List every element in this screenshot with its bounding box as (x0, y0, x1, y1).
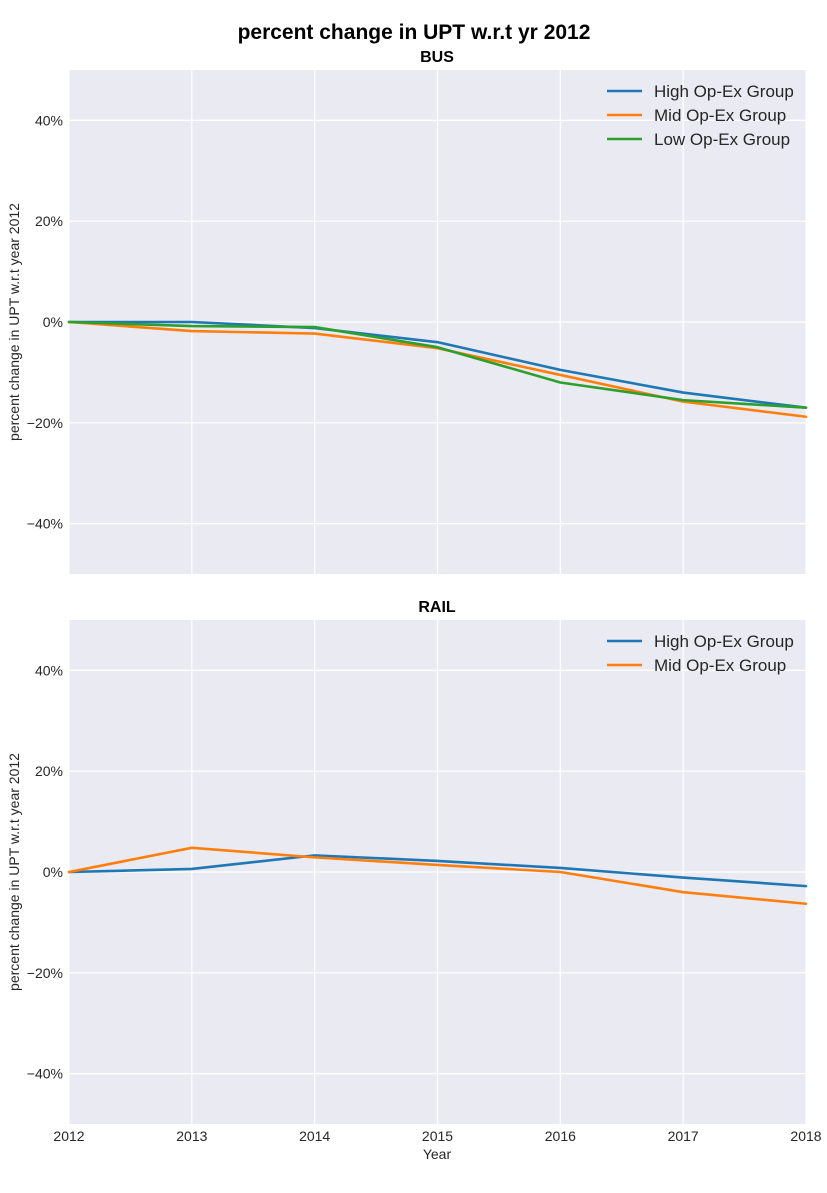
bus-y-tick-label: −40% (27, 516, 63, 532)
x-tick-label: 2014 (299, 1128, 330, 1144)
bus-y-tick-label: 20% (35, 213, 63, 229)
rail-y-tick-label: 0% (43, 864, 63, 880)
rail-lines (67, 846, 808, 906)
bus-y-tick-labels: 40% 20% 0% −20% −40% (27, 112, 63, 531)
rail-legend-label-1: Mid Op-Ex Group (654, 656, 786, 675)
rail-y-axis-label: percent change in UPT w.r.t year 2012 (6, 753, 22, 991)
rail-y-tick-label: −40% (27, 1066, 63, 1082)
rail-y-tick-labels: 40% 20% 0% −20% −40% (27, 662, 63, 1081)
rail-legend-label-0: High Op-Ex Group (654, 632, 794, 651)
rail-series-line-0 (67, 854, 808, 888)
rail-y-tick-label: −20% (27, 965, 63, 981)
bus-y-tick-label: 40% (35, 112, 63, 128)
rail-panel: 40%20%0%−20%−40% 2012 2013 2014 2015 2016 201… (6, 599, 822, 1162)
bus-series-line-0 (67, 320, 808, 409)
bus-legend-label-1: Mid Op-Ex Group (654, 106, 786, 125)
bus-series-line-2 (67, 320, 808, 409)
bus-y-tick-label: 0% (43, 314, 63, 330)
bus-lines (67, 320, 808, 419)
figure-title: percent change in UPT w.r.t yr 2012 (238, 21, 591, 44)
bus-legend: High Op-Ex Group Mid Op-Ex Group Low Op-Ex… (607, 82, 794, 149)
bus-panel: 40% 20% 0% −20% −40% BUS percent change in U… (6, 49, 808, 574)
rail-series-line-1 (67, 846, 808, 906)
x-axis-label: Year (423, 1146, 452, 1162)
x-tick-label: 2013 (176, 1128, 207, 1144)
bus-panel-title: BUS (420, 49, 454, 66)
x-tick-label: 2016 (545, 1128, 576, 1144)
x-tick-label: 2015 (422, 1128, 453, 1144)
bus-y-axis-label: percent change in UPT w.r.t year 2012 (6, 203, 22, 441)
x-tick-label: 2018 (790, 1128, 821, 1144)
x-tick-label: 2017 (668, 1128, 699, 1144)
rail-x-tick-labels: 2012 2013 2014 2015 2016 2017 2018 (53, 1128, 821, 1144)
bus-y-tick-label: −20% (27, 415, 63, 431)
rail-y-tick-label: 40% (35, 662, 63, 678)
bus-legend-label-2: Low Op-Ex Group (654, 130, 790, 149)
rail-y-tick-label: 20% (35, 763, 63, 779)
bus-legend-label-0: High Op-Ex Group (654, 82, 794, 101)
rail-panel-title: RAIL (418, 599, 456, 616)
rail-legend: High Op-Ex Group Mid Op-Ex Group (607, 632, 794, 675)
x-tick-label: 2012 (53, 1128, 84, 1144)
